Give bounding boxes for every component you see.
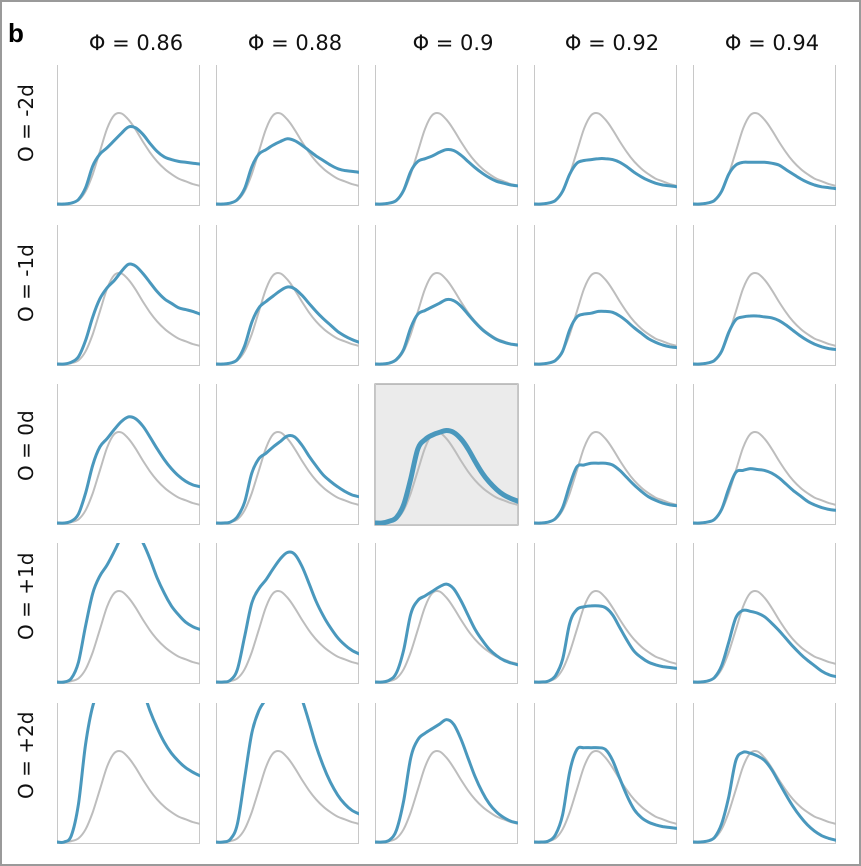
series-curve [693, 608, 836, 684]
cell-background [693, 384, 836, 525]
series-curve [534, 309, 677, 366]
subplot-r1-c4 [693, 225, 836, 366]
subplot-r2-c1 [216, 384, 359, 525]
series-curve [375, 297, 518, 366]
series-curve [216, 285, 359, 366]
series-curve [57, 125, 200, 206]
series-curve [693, 467, 836, 525]
reference-curve [534, 589, 677, 684]
cell-background [216, 384, 359, 525]
subplot-r4-c3 [534, 703, 677, 844]
cell-background [375, 225, 518, 366]
series-curve [534, 157, 677, 206]
reference-curve [57, 271, 200, 366]
subplot-r1-c3 [534, 225, 677, 366]
reference-curve [57, 589, 200, 684]
cell-background [375, 543, 518, 684]
series-curve [216, 137, 359, 206]
cell-background [57, 225, 200, 366]
reference-curve [57, 430, 200, 525]
cell-background [534, 225, 677, 366]
series-curve [375, 718, 518, 844]
subplot-r4-c2 [375, 703, 518, 844]
subplot-r3-c3 [534, 543, 677, 684]
series-curve [216, 434, 359, 525]
cell-background [534, 703, 677, 844]
series-curve [693, 160, 836, 206]
subplot-r1-c0 [57, 225, 200, 366]
series-curve [216, 703, 359, 844]
subplot-r0-c3 [534, 65, 677, 206]
series-curve [57, 543, 200, 684]
series-curve [693, 750, 836, 844]
subplot-r4-c0 [57, 703, 200, 844]
highlighted-cell-background [374, 383, 519, 526]
column-header-2: Φ = 0.9 [412, 31, 494, 55]
cell-background [375, 703, 518, 844]
subplot-r3-c2 [375, 543, 518, 684]
subplot-r4-c4 [693, 703, 836, 844]
cell-background [216, 703, 359, 844]
series-curve [375, 147, 518, 206]
column-header-4: Φ = 0.94 [724, 31, 820, 55]
subplot-r3-c0 [57, 543, 200, 684]
cell-background [57, 384, 200, 525]
cell-background [216, 225, 359, 366]
reference-curve [216, 749, 359, 844]
subplot-r0-c4 [693, 65, 836, 206]
series-curve [375, 428, 518, 525]
series-curve [216, 550, 359, 684]
subplot-r1-c1 [216, 225, 359, 366]
reference-curve [216, 430, 359, 525]
series-curve [534, 461, 677, 525]
cell-background [534, 543, 677, 684]
subplot-r2-c4 [693, 384, 836, 525]
series-curve [57, 415, 200, 525]
series-curve [534, 745, 677, 844]
cell-background [534, 384, 677, 525]
series-curve [693, 314, 836, 366]
subplot-r3-c1 [216, 543, 359, 684]
reference-curve [57, 749, 200, 844]
column-header-3: Φ = 0.92 [564, 31, 660, 55]
subplot-r2-c3 [534, 384, 677, 525]
subplot-r2-c0 [57, 384, 200, 525]
column-header-1: Φ = 0.88 [247, 31, 343, 55]
subplot-r2-c2 [374, 383, 519, 526]
series-curve [57, 703, 200, 844]
cell-background [693, 65, 836, 206]
column-header-0: Φ = 0.86 [88, 31, 184, 55]
cell-background [693, 543, 836, 684]
cell-background [216, 543, 359, 684]
subplot-r4-c1 [216, 703, 359, 844]
cell-background [216, 65, 359, 206]
panel-label: b [8, 18, 24, 48]
cell-background [57, 703, 200, 844]
reference-curve [375, 749, 518, 844]
series-curve [375, 582, 518, 684]
subplot-r3-c4 [693, 543, 836, 684]
cell-background [57, 65, 200, 206]
cell-background [375, 65, 518, 206]
reference-curve [534, 749, 677, 844]
reference-curve [216, 589, 359, 684]
cell-background [693, 703, 836, 844]
subplot-r0-c2 [375, 65, 518, 206]
subplot-r0-c1 [216, 65, 359, 206]
series-curve [57, 262, 200, 366]
cell-background [534, 65, 677, 206]
subplot-r1-c2 [375, 225, 518, 366]
series-curve [534, 604, 677, 684]
subplot-r0-c0 [57, 65, 200, 206]
